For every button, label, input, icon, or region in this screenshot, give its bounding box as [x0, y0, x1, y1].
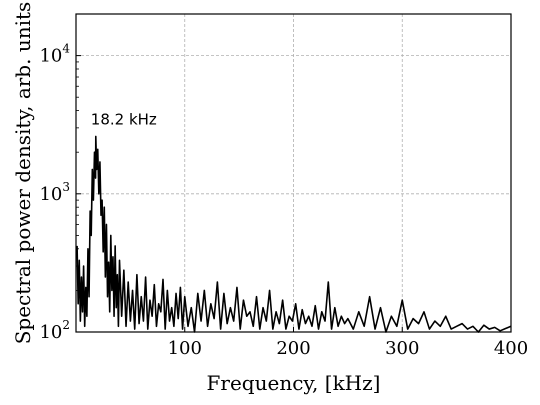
grid-lines	[76, 14, 512, 333]
x-axis-label: Frequency, [kHz]	[207, 371, 381, 395]
x-tick-label: 300	[385, 338, 419, 359]
y-tick-label: 103	[39, 180, 70, 205]
series-group	[76, 135, 512, 333]
x-tick-label: 100	[168, 338, 202, 359]
y-tick-label: 104	[39, 42, 70, 67]
spectrum-line	[76, 135, 512, 333]
y-axis-label: Spectral power density, arb. units	[11, 2, 35, 345]
x-tick-label: 200	[276, 338, 310, 359]
peak-annotation: 18.2 kHz	[91, 110, 157, 128]
x-tick-label: 400	[494, 338, 528, 359]
y-tick-label: 102	[39, 318, 70, 343]
tick-group: 100 200 300 400 102 103 104	[39, 13, 528, 359]
